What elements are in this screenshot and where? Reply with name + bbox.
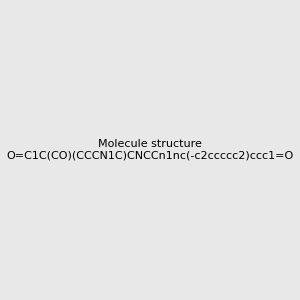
Text: Molecule structure
O=C1C(CO)(CCCN1C)CNCCn1nc(-c2ccccc2)ccc1=O: Molecule structure O=C1C(CO)(CCCN1C)CNCC… [6,139,294,161]
